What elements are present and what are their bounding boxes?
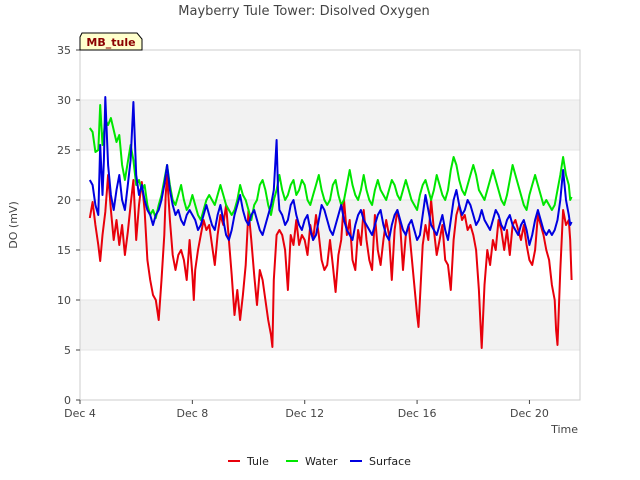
- series-line-tule: [88, 174, 573, 349]
- badge-label: MB_tule: [86, 36, 135, 49]
- legend-item-surface: Surface: [350, 455, 411, 468]
- x-tick-label: Dec 12: [285, 407, 324, 420]
- y-axis-label: DO (mV): [7, 201, 20, 248]
- grid-band: [80, 100, 580, 150]
- legend-label: Water: [305, 455, 338, 468]
- legend-item-water: Water: [286, 455, 338, 468]
- chart-title: Mayberry Tule Tower: Disolved Oxygen: [178, 4, 429, 19]
- tower-badge: MB_tule: [79, 32, 143, 51]
- grid-bands: [80, 100, 580, 350]
- y-tick-label: 35: [57, 44, 71, 57]
- y-tick-label: 10: [57, 294, 71, 307]
- x-tick-label: Dec 16: [398, 407, 437, 420]
- legend: Tule Water Surface: [228, 455, 411, 468]
- y-tick-label: 20: [57, 194, 71, 207]
- badge-shape: [79, 32, 143, 51]
- y-tick-label: 5: [64, 344, 71, 357]
- y-tick-label: 0: [64, 394, 71, 407]
- x-axis: Dec 4 Dec 8 Dec 12 Dec 16 Dec 20: [64, 400, 549, 420]
- legend-item-tule: Tule: [228, 455, 269, 468]
- x-tick-label: Dec 20: [510, 407, 549, 420]
- legend-label: Tule: [246, 455, 269, 468]
- x-tick-label: Dec 8: [176, 407, 208, 420]
- x-axis-label: Time: [550, 423, 578, 436]
- y-tick-label: 25: [57, 144, 71, 157]
- y-tick-label: 30: [57, 94, 71, 107]
- grid-band: [80, 300, 580, 350]
- plot-frame: [79, 49, 581, 401]
- series-lines: [88, 96, 573, 349]
- y-tick-label: 15: [57, 244, 71, 257]
- y-axis: 0 5 10 15 20 25 30 35: [57, 44, 80, 407]
- legend-label: Surface: [369, 455, 411, 468]
- series-line-surface: [88, 96, 573, 246]
- x-tick-label: Dec 4: [64, 407, 96, 420]
